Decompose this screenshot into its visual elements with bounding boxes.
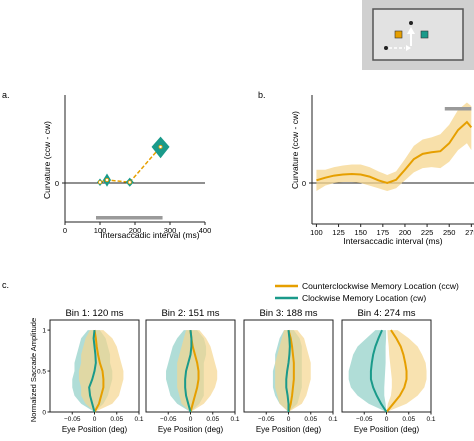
- bin-title: Bin 2: 151 ms: [161, 308, 219, 319]
- panel-b-chart: Curvature (ccw - cw) Intersaccadic inter…: [290, 95, 474, 246]
- bin-xtick-label: 0.1: [328, 416, 337, 423]
- panel-b-xtick-label: 150: [354, 228, 367, 237]
- bin-xtick-label: 0.05: [402, 416, 415, 423]
- panel-a-xtick-label: 100: [94, 226, 107, 235]
- bin-xlabel: Eye Position (deg): [158, 425, 224, 434]
- panel-b-ytick-label: 0: [302, 179, 306, 188]
- bin-panel: Bin 4: 274 ms −0.05 0 0.05 0.1 Eye Position (…: [341, 308, 436, 434]
- cw-mean-line: [369, 329, 388, 413]
- panel-b-xtick-label: 250: [443, 228, 456, 237]
- panel-b-significance-bar: [444, 107, 472, 111]
- bin-panel: Bin 3: 188 ms −0.05 0 0.05 0.1 Eye Position (…: [243, 308, 338, 434]
- bin-xlabel: Eye Position (deg): [256, 425, 322, 434]
- legend-ccw-label: Counterclockwise Memory Location (ccw): [302, 281, 459, 291]
- legend: Counterclockwise Memory Location (ccw) C…: [275, 281, 459, 303]
- panel-a-xtick-label: 300: [164, 226, 177, 235]
- bin-xlabel: Eye Position (deg): [354, 425, 420, 434]
- panel-a-marks: [96, 136, 170, 220]
- panel-a-point: [105, 177, 110, 182]
- panel-b-xtick-label: 175: [377, 228, 390, 237]
- inset-screen: [372, 8, 464, 61]
- target-dot-icon: [409, 21, 413, 25]
- bin-xtick-label: −0.05: [160, 416, 177, 423]
- bin-xtick-label: −0.05: [64, 416, 81, 423]
- panel-b-xtick-label: 225: [421, 228, 434, 237]
- panel-b-xlabel: Intersaccadic interval (ms): [343, 236, 442, 246]
- panel-b-xtick-label: 125: [332, 228, 345, 237]
- panel-c-charts: Normalized Saccade Amplitude Bin 1: 120 …: [29, 308, 436, 434]
- panel-b-ylabel: Curvature (ccw - cw): [290, 111, 300, 189]
- panel-a-ytick-label: 0: [55, 179, 59, 188]
- bin-xtick-label: 0.05: [110, 416, 123, 423]
- bin-title: Bin 3: 188 ms: [259, 308, 317, 319]
- panel-c-label: c.: [2, 280, 9, 290]
- panel-a-point: [127, 180, 132, 185]
- bin-xtick-label: 0: [287, 416, 291, 423]
- panel-b-label: b.: [258, 90, 266, 100]
- up-arrow-head-icon: [407, 27, 415, 34]
- cw-mean-line: [184, 329, 193, 413]
- bin-ytick-label: 0: [42, 410, 46, 417]
- task-inset: [362, 0, 474, 70]
- ccw-mean-line: [287, 329, 295, 413]
- bin-xtick-label: −0.05: [258, 416, 275, 423]
- bin-xtick-label: 0.05: [304, 416, 317, 423]
- panel-b-ticks: 100 125 150 175 200 225 250 275 0: [302, 179, 474, 237]
- cw-mean-line: [88, 329, 97, 413]
- bin-xlabel: Eye Position (deg): [62, 425, 128, 434]
- cw-mean-line: [285, 329, 291, 412]
- ccw-mean-line: [385, 329, 408, 413]
- panel-a-label: a.: [2, 90, 10, 100]
- bin-xtick-label: 0.05: [206, 416, 219, 423]
- teal-square-icon: [420, 30, 429, 39]
- cw-band: [348, 330, 387, 412]
- panel-a-significance-bar: [96, 216, 163, 220]
- panel-b-confidence-band: [316, 102, 472, 191]
- panel-a-xtick-label: 200: [129, 226, 142, 235]
- bin-panel: Bin 1: 120 ms −0.05 0 0.05 0.1 Eye Position (…: [37, 308, 144, 434]
- panel-a-dashed-trend-line: [99, 146, 162, 184]
- panel-b-xtick-label: 275: [465, 228, 474, 237]
- bin-xtick-label: 0: [385, 416, 389, 423]
- ccw-band: [177, 330, 218, 412]
- bin-xtick-label: 0.1: [134, 416, 143, 423]
- bin-xtick-label: 0.1: [426, 416, 435, 423]
- panel-c-bins: Bin 1: 120 ms −0.05 0 0.05 0.1 Eye Position (…: [37, 308, 436, 434]
- bin-panel: Bin 2: 151 ms −0.05 0 0.05 0.1 Eye Position (…: [145, 308, 240, 434]
- panel-a-ticks: 0 100 200 300 400 0: [55, 179, 211, 235]
- panel-b-curvature-line: [316, 120, 473, 185]
- orange-square-icon: [394, 30, 403, 39]
- legend-cw-label: Clockwise Memory Location (cw): [302, 293, 426, 303]
- panel-c-ylabel: Normalized Saccade Amplitude: [29, 318, 38, 422]
- panel-b-marks: [316, 102, 473, 191]
- bin-xtick-label: 0: [93, 416, 97, 423]
- bin-xtick-label: 0.1: [230, 416, 239, 423]
- panel-a-point: [98, 180, 103, 185]
- bin-xtick-label: −0.05: [356, 416, 373, 423]
- panel-a-point: [158, 144, 163, 149]
- panel-b-xtick-label: 200: [399, 228, 412, 237]
- bin-xtick-label: 0: [189, 416, 193, 423]
- panel-a-xlabel: Intersaccadic interval (ms): [100, 230, 199, 240]
- panel-a-xtick-label: 400: [199, 226, 212, 235]
- ccw-mean-line: [93, 329, 105, 413]
- bin-ytick-label: 1: [42, 328, 46, 335]
- bin-title: Bin 1: 120 ms: [65, 308, 123, 319]
- panel-a-xtick-label: 0: [63, 226, 67, 235]
- panel-b-xtick-label: 100: [310, 228, 323, 237]
- panel-a-ylabel: Curvature (ccw - cw): [42, 121, 52, 199]
- panel-a-chart: Curvature (ccw - cw) Intersaccadic inter…: [42, 95, 211, 240]
- bin-title: Bin 4: 274 ms: [357, 308, 415, 319]
- dashed-arrow-head-icon: [406, 45, 411, 51]
- bin-ytick-label: 0.5: [37, 369, 46, 376]
- fixation-dot-icon: [384, 46, 388, 50]
